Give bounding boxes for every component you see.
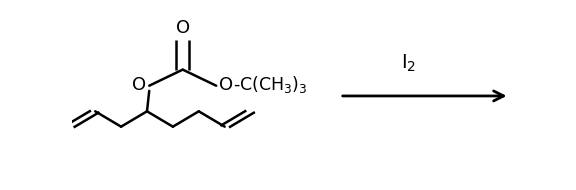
Text: O: O (131, 76, 146, 93)
Text: O: O (176, 19, 190, 37)
Text: I$_2$: I$_2$ (401, 53, 416, 74)
Text: O: O (219, 76, 233, 93)
Text: -C(CH$_3$)$_3$: -C(CH$_3$)$_3$ (233, 74, 308, 96)
